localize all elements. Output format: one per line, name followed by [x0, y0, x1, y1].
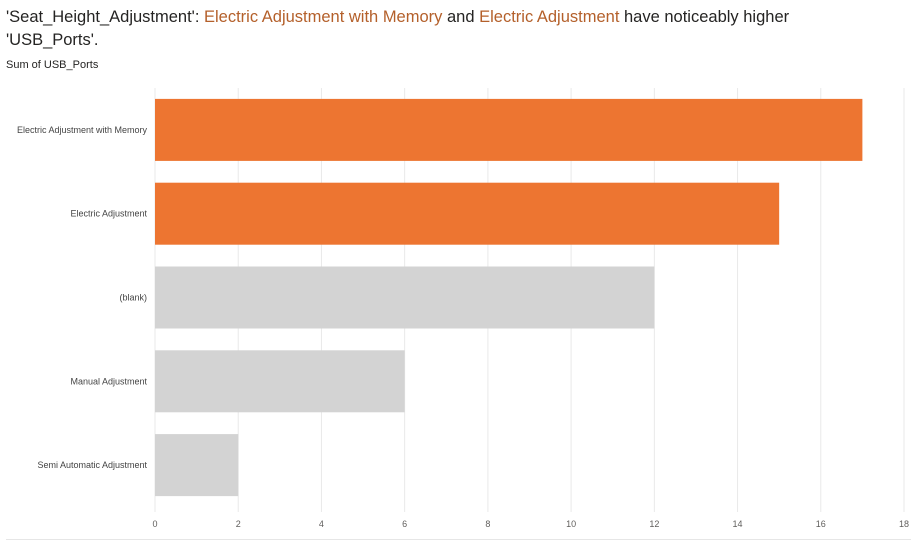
bar-3[interactable]	[155, 350, 405, 413]
x-tick-label-5: 10	[566, 519, 576, 529]
bar-4[interactable]	[155, 434, 239, 497]
category-label-4: Semi Automatic Adjustment	[37, 460, 147, 470]
x-tick-label-0: 0	[152, 519, 157, 529]
x-tick-label-1: 2	[236, 519, 241, 529]
bar-2[interactable]	[155, 266, 655, 329]
title-prefix: 'Seat_Height_Adjustment':	[6, 8, 204, 26]
title-highlight-2: Electric Adjustment	[479, 8, 620, 26]
title-highlight-1: Electric Adjustment with Memory	[204, 8, 443, 26]
x-tick-label-6: 12	[649, 519, 659, 529]
x-tick-label-8: 16	[816, 519, 826, 529]
bar-0[interactable]	[155, 98, 863, 161]
category-label-0: Electric Adjustment with Memory	[17, 125, 148, 135]
x-tick-label-9: 18	[899, 519, 909, 529]
x-tick-label-4: 8	[485, 519, 490, 529]
bar-1[interactable]	[155, 182, 780, 245]
title-connector: and	[442, 8, 480, 26]
category-label-3: Manual Adjustment	[70, 376, 147, 386]
chart-subtitle: Sum of USB_Ports	[6, 59, 99, 71]
x-tick-label-3: 6	[402, 519, 407, 529]
x-tick-label-7: 14	[733, 519, 743, 529]
category-label-1: Electric Adjustment	[70, 209, 147, 219]
bottom-divider	[6, 539, 911, 540]
category-label-2: (blank)	[119, 293, 147, 303]
x-tick-label-2: 4	[319, 519, 324, 529]
chart-title: 'Seat_Height_Adjustment': Electric Adjus…	[6, 6, 886, 52]
title-suffix: have noticeably higher 'USB_Ports'.	[6, 8, 790, 49]
scrollbar[interactable]	[912, 0, 917, 543]
